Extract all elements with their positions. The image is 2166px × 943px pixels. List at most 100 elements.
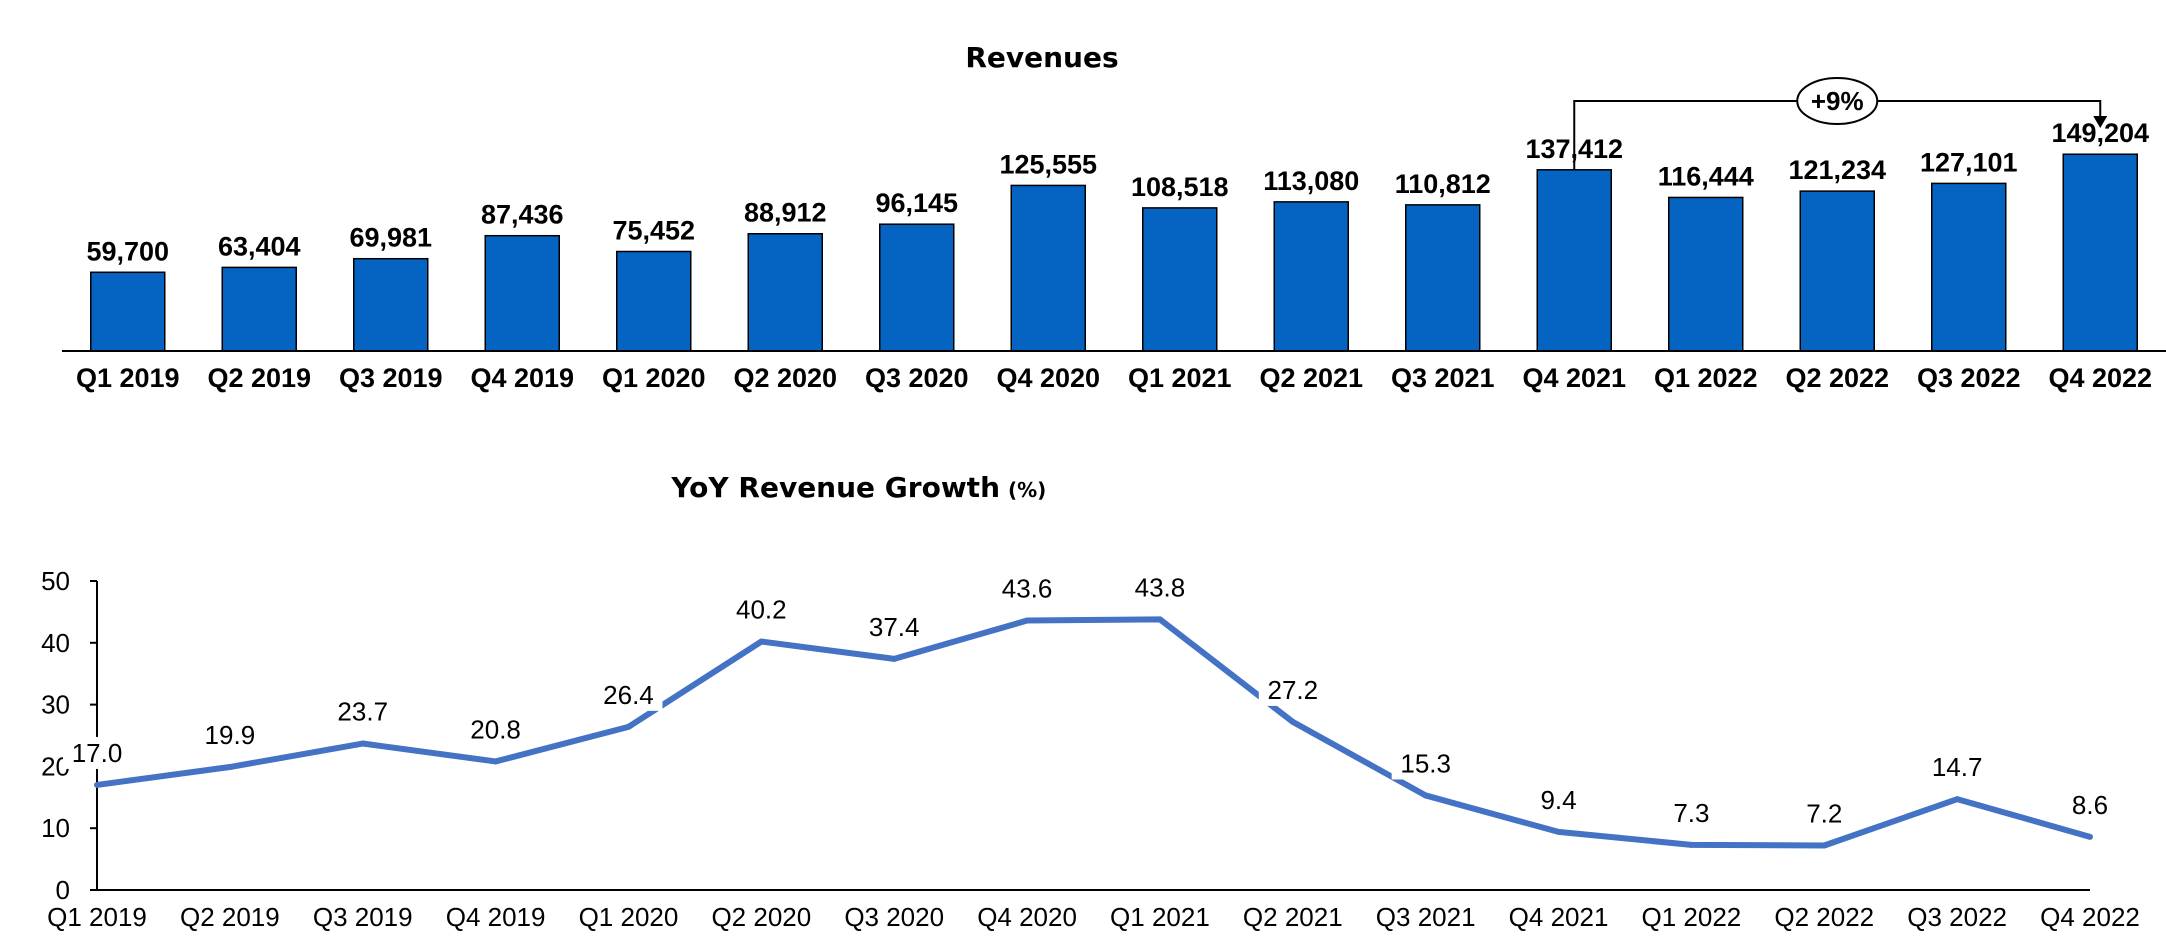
line-x-tick-label: Q3 2021 xyxy=(1376,902,1476,932)
growth-point-q1-2021 xyxy=(1156,616,1163,623)
line-x-tick-label: Q1 2021 xyxy=(1110,902,1210,932)
line-x-tick-label: Q2 2019 xyxy=(180,902,280,932)
bar-x-tick-label: Q3 2020 xyxy=(865,363,969,393)
bar-q4-2022 xyxy=(2062,153,2138,352)
value-label-bg xyxy=(63,736,131,769)
value-label-bg xyxy=(195,719,264,752)
line-x-tick-label: Q3 2022 xyxy=(1907,902,2007,932)
line-chart-title-unit: (%) xyxy=(1008,478,1046,502)
growth-point-q4-2019 xyxy=(492,758,499,765)
line-x-tick-label: Q4 2022 xyxy=(2040,902,2140,932)
growth-point-q1-2019 xyxy=(94,781,100,788)
growth-point-q1-2022 xyxy=(1688,841,1695,848)
growth-point-q3-2020 xyxy=(891,655,898,662)
line-value-label: 15.3 xyxy=(1400,748,1451,778)
line-x-tick-label: Q4 2020 xyxy=(977,902,1077,932)
line-value-label: 40.2 xyxy=(736,595,787,625)
bar-x-tick-label: Q1 2020 xyxy=(602,363,706,393)
line-x-tick-labels: Q1 2019 Q2 2019 Q3 2019 Q4 2019 Q1 2020 Q2 20… xyxy=(47,902,2140,932)
bar-value-label: 113,080 xyxy=(1263,166,1359,196)
bar-q4-2020 xyxy=(1010,184,1086,352)
growth-point-q3-2021 xyxy=(1422,792,1429,799)
line-x-tick-label: Q4 2019 xyxy=(446,902,546,932)
line-value-label: 43.6 xyxy=(1002,574,1053,604)
bar-value-label: 69,981 xyxy=(349,223,432,253)
bar-x-tick-label: Q4 2022 xyxy=(2048,363,2152,393)
bar-value-label: 127,101 xyxy=(1920,147,2018,177)
bar-q4-2019 xyxy=(484,234,560,352)
line-x-tick-label: Q2 2021 xyxy=(1243,902,1343,932)
bar-q1-2021 xyxy=(1142,207,1218,352)
bar-value-label: 87,436 xyxy=(481,200,564,230)
line-x-tick-label: Q1 2019 xyxy=(47,902,147,932)
bar-value-labels: 59,700 63,404 69,981 87,436 75,452 88,912 96,1… xyxy=(86,118,2149,266)
bar-q1-2020 xyxy=(616,250,692,352)
bar-value-label: 108,518 xyxy=(1131,172,1229,202)
bar-value-label: 88,912 xyxy=(744,198,827,228)
growth-point-q4-2022 xyxy=(2087,833,2093,840)
y-tick-label: 40 xyxy=(41,628,70,658)
y-tick-label: 10 xyxy=(41,813,70,843)
annotation-bubble xyxy=(1796,77,1879,125)
growth-annotation: +9% xyxy=(1573,77,2108,170)
line-value-label: 17.0 xyxy=(72,738,123,768)
bar-value-label: 125,555 xyxy=(999,149,1097,179)
growth-point-q2-2021 xyxy=(1289,718,1296,725)
bar-value-label: 116,444 xyxy=(1658,161,1754,191)
value-label-bg xyxy=(2063,788,2117,821)
value-label-bg xyxy=(1532,783,1586,816)
value-label-bg xyxy=(1391,747,1460,780)
y-tick-label: 0 xyxy=(56,875,70,905)
bar-x-tick-label: Q2 2021 xyxy=(1259,363,1363,393)
value-label-bg xyxy=(1923,751,1992,784)
bar-q3-2020 xyxy=(879,223,955,352)
y-tick-label: 30 xyxy=(41,690,70,720)
bar-x-tick-label: Q4 2021 xyxy=(1522,363,1626,393)
bar-q2-2019 xyxy=(221,266,297,352)
growth-series-points xyxy=(94,616,2093,849)
bar-q3-2022 xyxy=(1931,182,2007,352)
bar-value-label: 59,700 xyxy=(86,236,169,266)
bar-x-tick-label: Q1 2021 xyxy=(1128,363,1232,393)
line-value-label: 9.4 xyxy=(1540,785,1576,815)
line-value-label: 7.2 xyxy=(1806,799,1842,829)
line-value-label: 7.3 xyxy=(1673,798,1709,828)
bar-q2-2021 xyxy=(1273,201,1349,352)
value-label-bg xyxy=(993,572,1062,605)
annotation-label: +9% xyxy=(1811,86,1864,116)
growth-point-q1-2020 xyxy=(625,723,632,730)
bar-x-tick-label: Q2 2019 xyxy=(207,363,311,393)
bar-value-label: 110,812 xyxy=(1395,169,1491,199)
line-value-label: 20.8 xyxy=(470,714,521,744)
bar-value-label: 75,452 xyxy=(612,215,695,245)
revenues-bar-chart: Revenues 59,700 63,404 69,981 87,436 75,452 8… xyxy=(62,41,2166,393)
line-x-tick-label: Q3 2020 xyxy=(844,902,944,932)
bar-x-tick-label: Q3 2022 xyxy=(1917,363,2021,393)
bar-x-tick-label: Q3 2021 xyxy=(1391,363,1495,393)
bar-x-tick-label: Q2 2020 xyxy=(733,363,837,393)
value-label-bg xyxy=(1664,796,1718,829)
bar-q4-2021 xyxy=(1536,169,1612,352)
bar-value-label: 63,404 xyxy=(218,231,301,261)
value-label-bg xyxy=(1797,797,1851,830)
line-x-tick-label: Q3 2019 xyxy=(313,902,413,932)
value-label-bg xyxy=(328,695,397,728)
bar-value-label: 121,234 xyxy=(1788,155,1886,185)
line-x-tick-label: Q1 2022 xyxy=(1642,902,1742,932)
bar-x-tick-label: Q4 2020 xyxy=(996,363,1100,393)
bar-q1-2019 xyxy=(90,271,166,352)
line-x-tick-label: Q2 2022 xyxy=(1774,902,1874,932)
bar-q2-2022 xyxy=(1799,190,1875,352)
bar-series xyxy=(90,153,2138,352)
growth-point-q2-2020 xyxy=(758,638,765,645)
line-chart-title: YoY Revenue Growth xyxy=(670,471,1000,504)
value-label-bg xyxy=(727,593,796,626)
bar-value-label: 96,145 xyxy=(875,188,958,218)
annotation-arrowhead xyxy=(2093,116,2108,128)
bar-x-tick-label: Q3 2019 xyxy=(339,363,443,393)
line-value-label: 26.4 xyxy=(603,680,654,710)
growth-series-line xyxy=(96,616,2091,849)
line-x-tick-label: Q2 2020 xyxy=(711,902,811,932)
